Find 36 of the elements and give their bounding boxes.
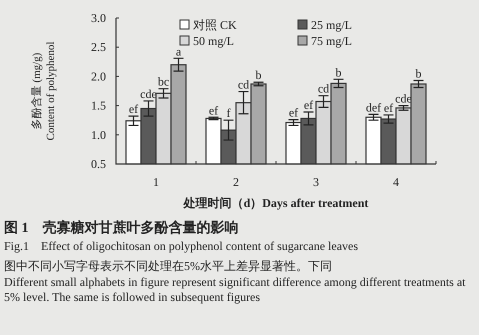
legend-label: 75 mg/L <box>311 34 352 48</box>
data-label: ef <box>304 98 314 112</box>
text: 图 1 壳寡糖对甘蔗叶多酚含量的影响 <box>4 219 238 236</box>
y-tick-label: 2.5 <box>91 40 106 54</box>
data-label: def <box>366 100 382 114</box>
y-tick-label: 3.0 <box>91 11 106 25</box>
data-label: ef <box>288 106 298 120</box>
data-label: cde <box>395 92 412 106</box>
text: Fig.1 Effect of oligochitosan on polyphenol content of sugarcane leaves <box>4 239 358 253</box>
x-axis-title: 处理时间（d）Days after treatment <box>182 196 368 210</box>
data-label: a <box>176 44 182 58</box>
x-tick-label: 2 <box>233 175 239 189</box>
data-label: cd <box>238 78 250 92</box>
legend-label: 50 mg/L <box>193 34 234 48</box>
data-label: b <box>416 66 422 80</box>
data-label: b <box>256 68 262 82</box>
data-label: ef <box>384 100 394 115</box>
x-tick-label: 1 <box>153 175 159 189</box>
data-label: ef <box>128 102 138 116</box>
data-label: cd <box>318 82 330 96</box>
x-tick-label: 3 <box>313 175 319 189</box>
y-tick-label: 2.0 <box>91 69 106 84</box>
data-label: cde <box>140 86 157 101</box>
y-tick-label: 0.5 <box>91 157 106 171</box>
x-tick-label: 4 <box>393 175 399 189</box>
legend-label: 25 mg/L <box>311 18 352 32</box>
data-label: ef <box>208 103 218 118</box>
text: Different small alphabets in figure represent significant difference among different treatments at 5% level. The same is followed in subsequent figures <box>4 275 466 304</box>
y-tick-label: 1.0 <box>91 128 106 142</box>
y-axis-title: 多酚含量 (mg/g) Content of polyphenol <box>30 42 57 140</box>
data-label: b <box>336 65 342 80</box>
data-label: bc <box>158 74 170 89</box>
legend-label: 对照 CK <box>193 18 238 32</box>
text: 图中不同小写字母表示不同处理在5%水平上差异显著性。下同 <box>4 259 332 273</box>
y-tick-label: 1.5 <box>91 98 106 113</box>
data-label: f <box>226 106 230 120</box>
